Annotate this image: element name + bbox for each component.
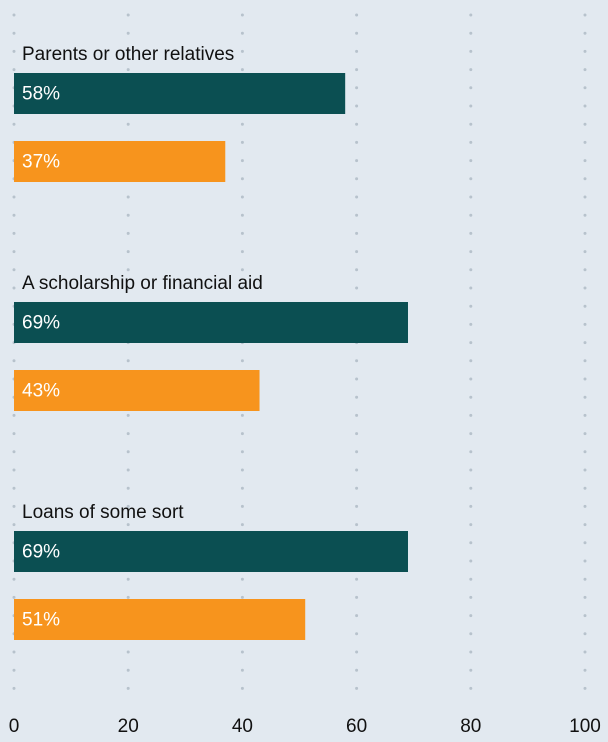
bar — [14, 531, 408, 572]
x-tick-label: 0 — [9, 716, 20, 737]
category-label: A scholarship or financial aid — [22, 273, 263, 294]
x-tick-label: 80 — [460, 716, 481, 737]
bar — [14, 370, 260, 411]
category-label: Loans of some sort — [22, 502, 184, 523]
bar — [14, 599, 306, 640]
value-label: 69% — [22, 313, 60, 334]
value-label: 69% — [22, 542, 60, 563]
bar — [14, 73, 346, 114]
x-tick-label: 40 — [232, 716, 253, 737]
x-tick-label: 60 — [346, 716, 367, 737]
value-label: 37% — [22, 152, 60, 173]
bar — [14, 141, 226, 182]
bar — [14, 302, 408, 343]
value-label: 43% — [22, 381, 60, 402]
x-tick-label: 100 — [569, 716, 601, 737]
value-label: 58% — [22, 84, 60, 105]
value-label: 51% — [22, 610, 60, 631]
category-label: Parents or other relatives — [22, 44, 234, 65]
x-tick-label: 20 — [118, 716, 139, 737]
